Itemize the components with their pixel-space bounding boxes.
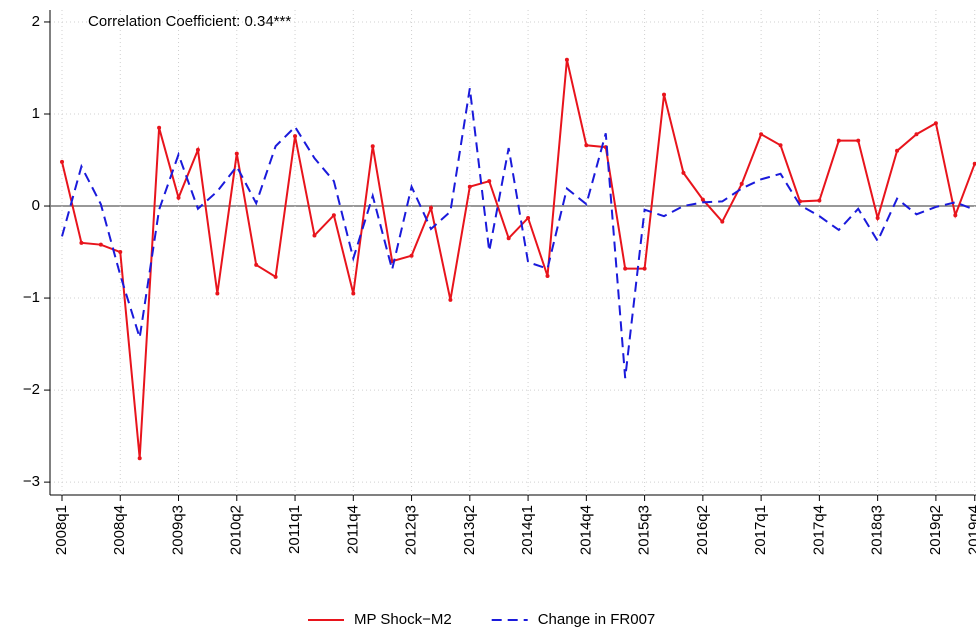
x-tick-label: 2017q1 [752,505,769,555]
point [409,253,414,258]
point [234,151,239,156]
x-tick-label: 2013q2 [461,505,478,555]
point [836,138,841,143]
point [914,132,919,137]
point [157,125,162,130]
x-tick-label: 2012q3 [403,505,420,555]
point [273,274,278,279]
point [195,147,200,152]
point [254,262,259,267]
x-tick-label: 2014q4 [577,505,594,555]
x-tick-label: 2019q4 [966,505,976,555]
point [662,92,667,97]
point [215,291,220,296]
series-line [61,88,976,379]
point [526,215,531,220]
point [623,266,628,271]
y-tick-label: 1 [32,105,40,122]
point [331,213,336,218]
x-tick-label: 2010q2 [228,505,245,555]
y-tick-label: 0 [32,197,40,214]
point [428,205,433,210]
y-tick-label: −2 [23,381,40,398]
point [545,273,550,278]
point [895,148,900,153]
point [312,233,317,238]
x-tick-label: 2015q3 [636,505,653,555]
point [817,198,822,203]
point [506,236,511,241]
point [564,57,569,62]
x-tick-label: 2019q2 [927,505,944,555]
point [60,159,64,164]
x-tick-label: 2009q3 [169,505,186,555]
point [642,266,647,271]
x-tick-label: 2017q4 [810,505,827,555]
series-line [61,59,976,459]
y-tick-label: −1 [23,289,40,306]
y-tick-label: −3 [23,473,40,490]
point [778,143,783,148]
x-tick-label: 2018q3 [869,505,886,555]
point [681,170,686,175]
point [953,213,958,218]
point [720,219,725,224]
x-tick-label: 2016q2 [694,505,711,555]
x-tick-label: 2008q1 [53,505,70,555]
x-tick-label: 2008q4 [111,505,128,555]
point [293,134,298,139]
point [351,291,356,296]
point [972,161,976,166]
point [700,197,705,202]
legend-label: MP Shock−M2 [354,611,452,628]
point [79,240,84,245]
point [875,215,880,220]
point [370,144,375,149]
x-tick-label: 2014q1 [519,505,536,555]
y-tick-label: 2 [32,13,40,30]
point [739,181,744,186]
annotation: Correlation Coefficient: 0.34*** [88,13,291,30]
point [584,143,589,148]
x-tick-label: 2011q1 [286,505,303,554]
point [856,138,861,143]
point [448,297,453,302]
point [759,132,764,137]
point [98,242,103,247]
point [933,121,938,126]
x-tick-label: 2011q4 [344,505,361,554]
point [137,456,142,461]
point [118,250,123,255]
legend-label: Change in FR007 [538,611,656,628]
point [487,179,492,184]
point [467,184,472,189]
point [176,195,181,200]
